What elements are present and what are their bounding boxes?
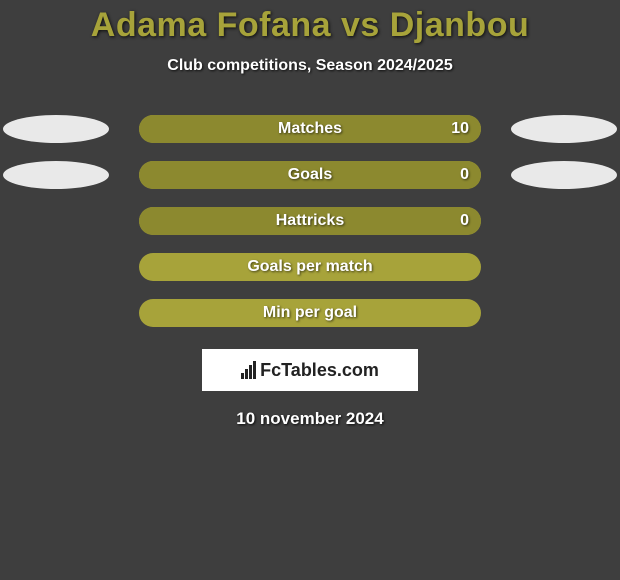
ellipse-placeholder: [511, 207, 617, 235]
stat-bar: Hattricks 0: [139, 207, 481, 235]
stat-label: Goals per match: [247, 258, 372, 276]
stat-value: 0: [460, 166, 469, 184]
ellipse-placeholder: [511, 299, 617, 327]
date-text: 10 november 2024: [236, 409, 383, 429]
player-right-ellipse: [511, 115, 617, 143]
stat-row: Min per goal: [0, 299, 620, 327]
ellipse-placeholder: [3, 253, 109, 281]
ellipse-placeholder: [511, 253, 617, 281]
logo-box: FcTables.com: [202, 349, 418, 391]
subtitle: Club competitions, Season 2024/2025: [167, 57, 452, 75]
stat-bar: Goals per match: [139, 253, 481, 281]
stat-label: Matches: [278, 120, 342, 138]
stat-row: Hattricks 0: [0, 207, 620, 235]
stats-list: Matches 10 Goals 0 Hattricks 0 Goals per match…: [0, 115, 620, 327]
logo-text: FcTables.com: [260, 360, 379, 381]
stat-bar: Matches 10: [139, 115, 481, 143]
ellipse-placeholder: [3, 207, 109, 235]
content-wrapper: Adama Fofana vs Djanbou Club competition…: [0, 0, 620, 580]
stat-bar: Goals 0: [139, 161, 481, 189]
stat-bar: Min per goal: [139, 299, 481, 327]
player-right-ellipse: [511, 161, 617, 189]
stat-value: 10: [451, 120, 469, 138]
stat-label: Goals: [288, 166, 332, 184]
bar-chart-icon: [241, 361, 256, 379]
stat-row: Matches 10: [0, 115, 620, 143]
ellipse-placeholder: [3, 299, 109, 327]
stat-label: Hattricks: [276, 212, 344, 230]
stat-value: 0: [460, 212, 469, 230]
stat-label: Min per goal: [263, 304, 357, 322]
page-title: Adama Fofana vs Djanbou: [91, 6, 529, 45]
stat-row: Goals per match: [0, 253, 620, 281]
player-left-ellipse: [3, 161, 109, 189]
player-left-ellipse: [3, 115, 109, 143]
stat-row: Goals 0: [0, 161, 620, 189]
